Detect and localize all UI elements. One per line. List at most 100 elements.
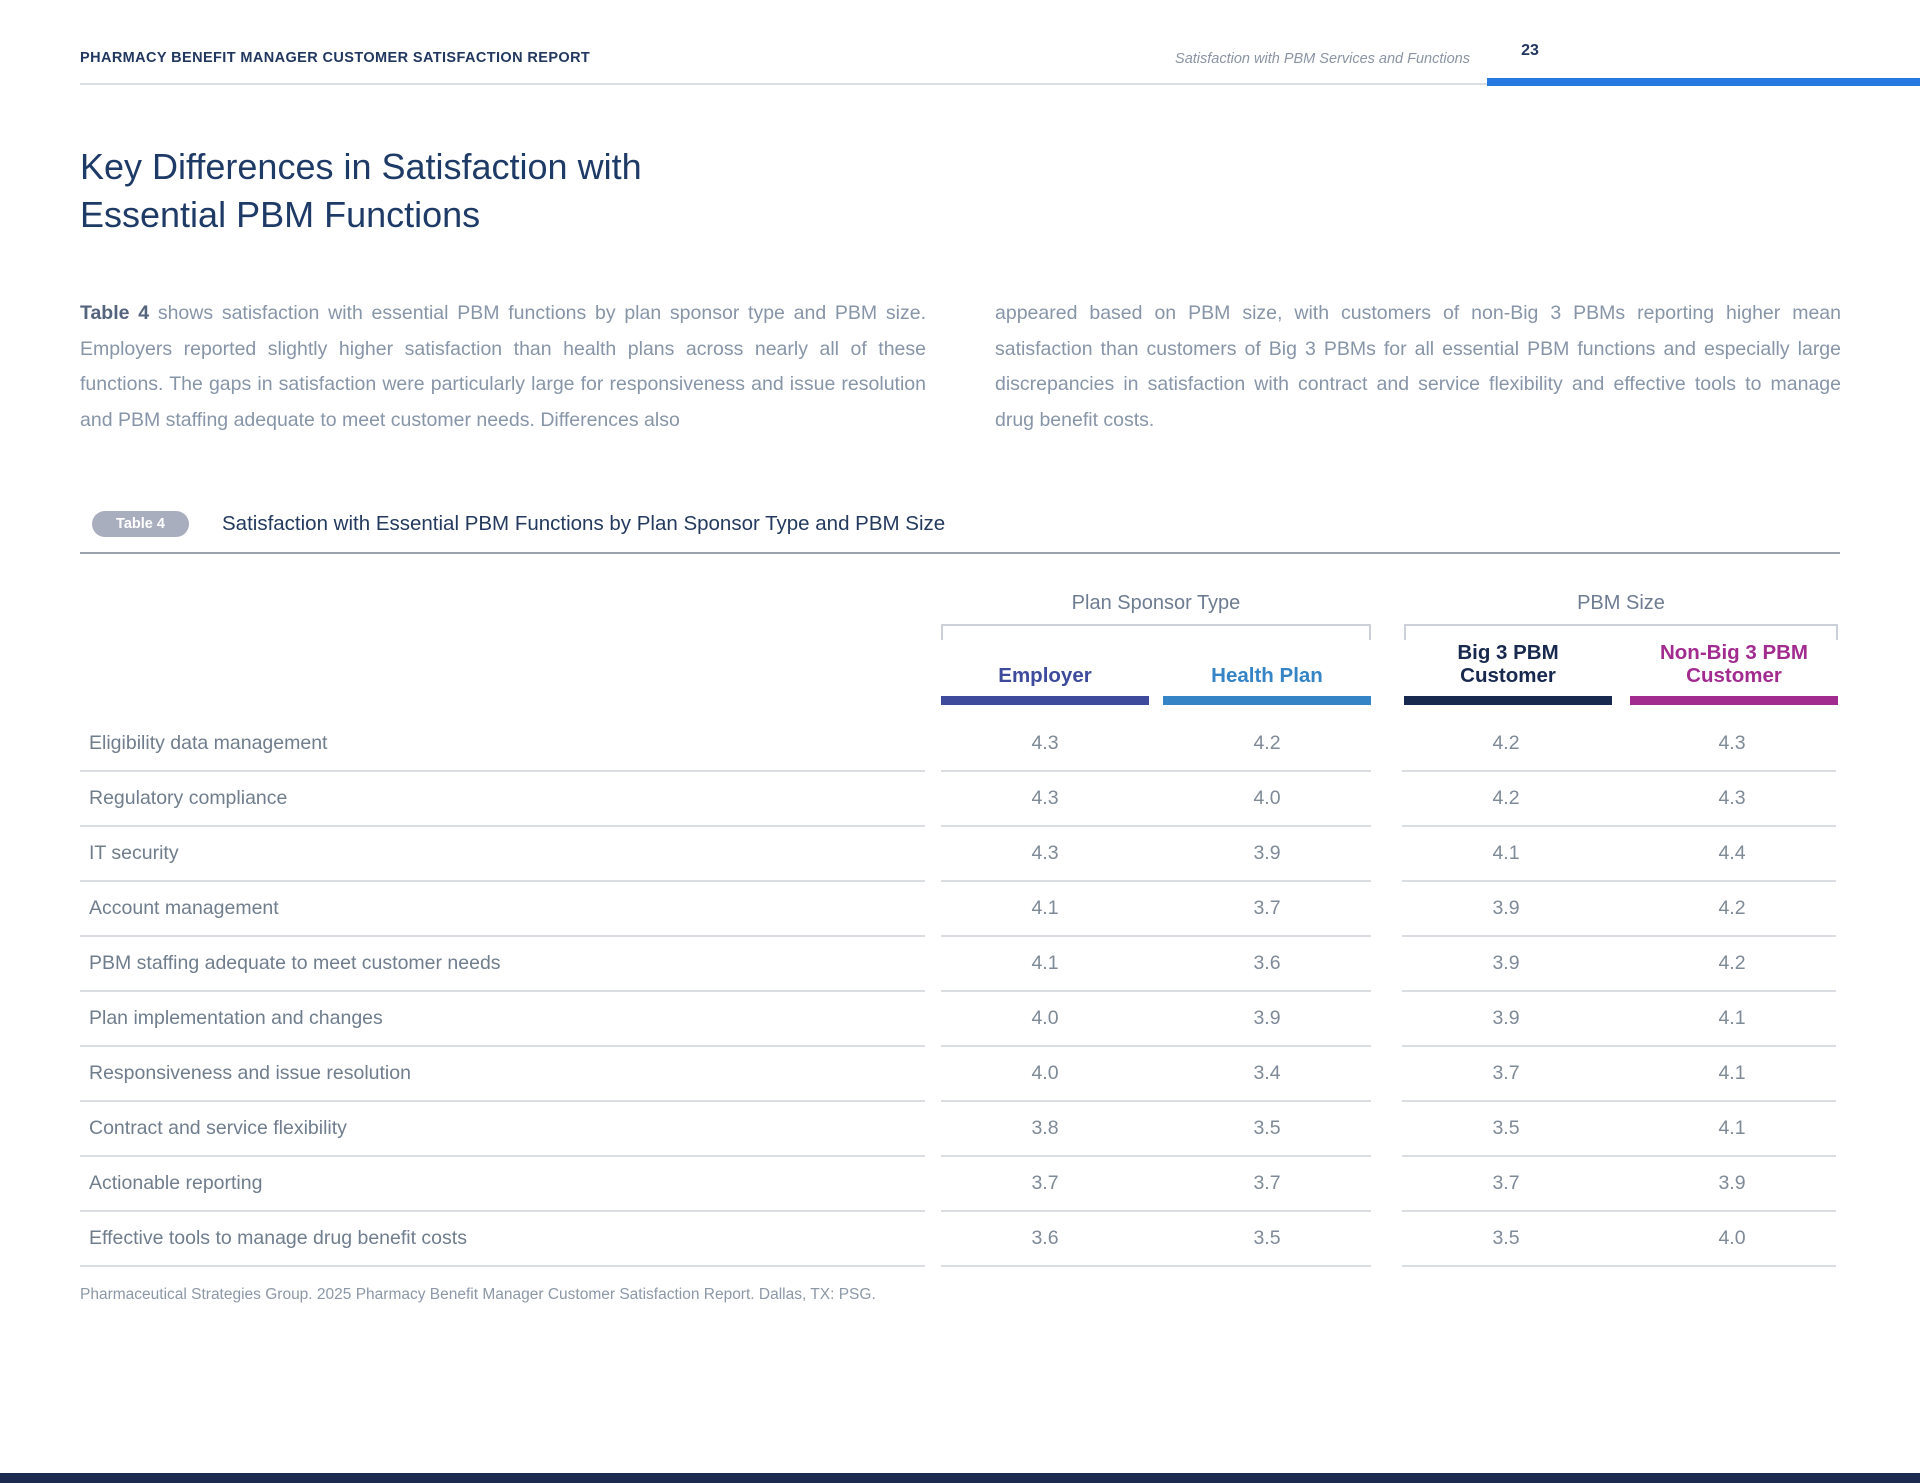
cell-value: 4.3 [1031,787,1059,809]
intro-left-paragraph: Table 4 shows satisfaction with essentia… [80,296,926,438]
row-value-group: 4.1 4.4 [1402,827,1836,882]
row-value-group: 4.2 4.3 [1402,772,1836,827]
row-label: Plan implementation and changes [80,992,925,1047]
cell-value: 4.1 [1031,952,1059,974]
row-value-group: 4.1 3.7 [941,882,1371,937]
cell-value: 3.7 [1492,1062,1520,1084]
cell-value: 3.6 [1253,952,1281,974]
cell-value: 4.2 [1492,732,1520,754]
row-value-group: 4.3 4.0 [941,772,1371,827]
cell-value: 4.1 [1718,1062,1746,1084]
column-color-bar [1163,696,1371,705]
row-value-group: 4.3 3.9 [941,827,1371,882]
page-title-line2: Essential PBM Functions [80,194,481,235]
cell-value: 3.6 [1031,1227,1059,1249]
row-value-group: 3.8 3.5 [941,1102,1371,1157]
row-value-group: 4.0 3.4 [941,1047,1371,1102]
table-number-badge: Table 4 [92,511,189,537]
row-label: Account management [80,882,925,937]
cell-value: 4.1 [1031,897,1059,919]
cell-value: 4.2 [1492,787,1520,809]
column-header-non-big3-pbm-customer: Non-Big 3 PBM Customer [1630,641,1838,705]
cell-value: 4.0 [1031,1062,1059,1084]
row-value-group: 3.7 4.1 [1402,1047,1836,1102]
row-value-group: 3.5 4.1 [1402,1102,1836,1157]
row-label: Contract and service flexibility [80,1102,925,1157]
group-bracket [1404,624,1838,640]
cell-value: 3.9 [1492,1007,1520,1029]
row-value-group: 4.0 3.9 [941,992,1371,1047]
row-value-group: 3.6 3.5 [941,1212,1371,1267]
table-row: Regulatory compliance 4.3 4.0 4.2 4.3 [80,772,1836,827]
cell-value: 4.0 [1253,787,1281,809]
page-title: Key Differences in Satisfaction with Ess… [80,143,642,239]
cell-value: 4.2 [1253,732,1281,754]
cell-value: 4.3 [1718,787,1746,809]
column-header-label: Employer [998,664,1092,687]
table-row: IT security 4.3 3.9 4.1 4.4 [80,827,1836,882]
cell-value: 4.1 [1718,1007,1746,1029]
row-value-group: 3.7 3.9 [1402,1157,1836,1212]
cell-value: 3.9 [1718,1172,1746,1194]
row-value-group: 3.9 4.1 [1402,992,1836,1047]
table-row: Eligibility data management 4.3 4.2 4.2 4.3 [80,717,1836,772]
cell-value: 4.0 [1718,1227,1746,1249]
page-title-line1: Key Differences in Satisfaction with [80,146,642,187]
cell-value: 3.5 [1253,1117,1281,1139]
cell-value: 4.1 [1492,842,1520,864]
table-reference: Table 4 [80,302,150,324]
cell-value: 3.7 [1492,1172,1520,1194]
row-value-group: 4.2 4.3 [1402,717,1836,772]
row-label: IT security [80,827,925,882]
column-color-bar [941,696,1149,705]
footer-accent-bar [0,1473,1920,1483]
cell-value: 4.2 [1718,897,1746,919]
row-value-group: 4.3 4.2 [941,717,1371,772]
group-bracket [941,624,1371,640]
table-row: Actionable reporting 3.7 3.7 3.7 3.9 [80,1157,1836,1212]
page-number-accent-bar [1487,78,1920,86]
cell-value: 3.5 [1253,1227,1281,1249]
source-note: Pharmaceutical Strategies Group. 2025 Ph… [80,1286,876,1303]
cell-value: 3.8 [1031,1117,1059,1139]
column-header-employer: Employer [941,664,1149,705]
column-header-big3-pbm-customer: Big 3 PBM Customer [1404,641,1612,705]
cell-value: 4.4 [1718,842,1746,864]
row-value-group: 3.9 4.2 [1402,882,1836,937]
row-label: Regulatory compliance [80,772,925,827]
cell-value: 3.9 [1492,952,1520,974]
row-value-group: 3.7 3.7 [941,1157,1371,1212]
section-label: Satisfaction with PBM Services and Funct… [1175,51,1470,67]
cell-value: 4.3 [1718,732,1746,754]
column-header-label: Big 3 PBM Customer [1457,641,1559,687]
column-color-bar [1404,696,1612,705]
table-body: Eligibility data management 4.3 4.2 4.2 4.3 R… [80,717,1836,1267]
cell-value: 3.7 [1031,1172,1059,1194]
row-label: Actionable reporting [80,1157,925,1212]
row-label: Eligibility data management [80,717,925,772]
table-row: Account management 4.1 3.7 3.9 4.2 [80,882,1836,937]
table-row: Contract and service flexibility 3.8 3.5 3.… [80,1102,1836,1157]
page-number: 23 [1521,42,1539,59]
cell-value: 3.9 [1253,1007,1281,1029]
table-row: Effective tools to manage drug benefit c… [80,1212,1836,1267]
caption-rule [80,552,1840,554]
row-value-group: 3.9 4.2 [1402,937,1836,992]
cell-value: 4.1 [1718,1117,1746,1139]
report-title: PHARMACY BENEFIT MANAGER CUSTOMER SATISF… [80,50,591,66]
row-value-group: 4.1 3.6 [941,937,1371,992]
cell-value: 4.2 [1718,952,1746,974]
column-header-label: Health Plan [1211,664,1323,687]
row-label: PBM staffing adequate to meet customer n… [80,937,925,992]
cell-value: 4.3 [1031,732,1059,754]
cell-value: 3.4 [1253,1062,1281,1084]
column-color-bar [1630,696,1838,705]
cell-value: 3.7 [1253,897,1281,919]
cell-value: 3.7 [1253,1172,1281,1194]
intro-left-text: shows satisfaction with essential PBM fu… [80,302,927,431]
cell-value: 3.9 [1253,842,1281,864]
intro-right-paragraph: appeared based on PBM size, with custome… [995,302,1841,431]
column-group-pbm-size: PBM Size Big 3 PBM Customer Non-Big 3 PB… [1404,592,1838,705]
row-value-group: 3.5 4.0 [1402,1212,1836,1267]
